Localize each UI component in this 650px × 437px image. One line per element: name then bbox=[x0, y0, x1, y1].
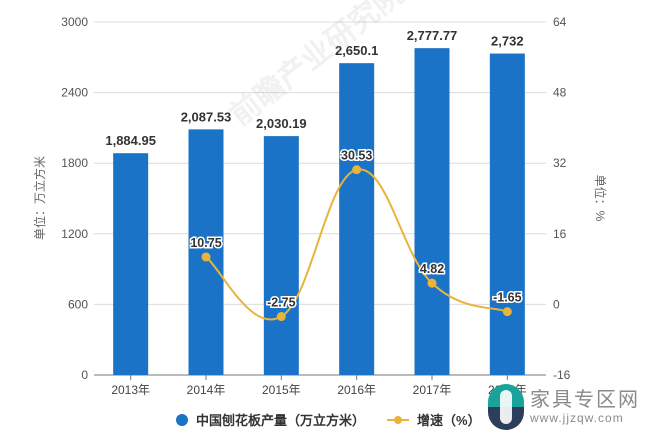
site-watermark: 家具专区网 www.jjzqw.com bbox=[488, 384, 640, 430]
x-tick-label: 2015年 bbox=[262, 383, 301, 397]
line-value-label: 4.82 bbox=[420, 262, 444, 276]
bar-value-label: 2,777.77 bbox=[407, 28, 458, 43]
line-marker-icon bbox=[387, 414, 410, 426]
right-y-axis: 64 48 32 16 0 -16 bbox=[553, 15, 571, 382]
x-tick-label: 2017年 bbox=[413, 383, 452, 397]
left-tick-label: 3000 bbox=[61, 15, 88, 29]
bar[interactable] bbox=[113, 153, 149, 375]
right-tick-label: -16 bbox=[553, 368, 571, 382]
legend-label-growth: 增速（%） bbox=[417, 413, 481, 428]
legend: 中国刨花板产量（万立方米） 增速（%） bbox=[176, 410, 503, 429]
bar-series: 1,884.95 2,087.53 2,030.19 2,650.1 2,777.77 2… bbox=[105, 28, 525, 376]
x-tick-label: 2013年 bbox=[111, 383, 150, 397]
bar-value-label: 2,650.1 bbox=[335, 43, 378, 58]
right-axis-title: 单位：% bbox=[593, 175, 608, 222]
site-name: 家具专区网 bbox=[530, 389, 640, 411]
left-tick-label: 1800 bbox=[61, 156, 88, 170]
gridlines bbox=[94, 21, 546, 376]
x-tick-label: 2014年 bbox=[187, 383, 226, 397]
circle-marker-icon bbox=[176, 413, 188, 426]
left-y-axis: 3000 2400 1800 1200 600 0 bbox=[61, 15, 88, 382]
right-tick-label: 48 bbox=[553, 86, 567, 100]
line-point[interactable] bbox=[201, 252, 211, 262]
left-tick-label: 600 bbox=[68, 297, 88, 311]
left-tick-label: 0 bbox=[81, 368, 88, 382]
line-point[interactable] bbox=[276, 312, 286, 322]
right-tick-label: 32 bbox=[553, 156, 567, 170]
bar[interactable] bbox=[188, 129, 224, 375]
line-value-label: 30.53 bbox=[341, 149, 372, 163]
bar-value-label: 2,087.53 bbox=[181, 109, 232, 124]
right-tick-label: 16 bbox=[553, 227, 567, 241]
left-tick-label: 2400 bbox=[61, 86, 88, 100]
line-value-label: 10.75 bbox=[190, 236, 221, 250]
right-tick-label: 64 bbox=[553, 15, 567, 29]
bar[interactable] bbox=[339, 63, 375, 375]
line-value-label: -2.75 bbox=[267, 296, 296, 310]
legend-item-growth[interactable]: 增速（%） bbox=[387, 410, 481, 429]
site-logo-icon bbox=[488, 384, 524, 430]
line-point[interactable] bbox=[502, 307, 512, 317]
line-value-label: -1.65 bbox=[493, 291, 522, 305]
bar-value-label: 2,030.19 bbox=[256, 116, 307, 131]
bar-value-label: 2,732 bbox=[491, 34, 524, 49]
right-tick-label: 0 bbox=[553, 297, 560, 311]
left-tick-label: 1200 bbox=[61, 227, 88, 241]
x-tick-label: 2016年 bbox=[337, 383, 376, 397]
legend-item-production[interactable]: 中国刨花板产量（万立方米） bbox=[176, 410, 365, 429]
left-axis-title: 单位：万立方米 bbox=[32, 156, 47, 240]
site-url: www.jjzqw.com bbox=[530, 411, 624, 425]
bar[interactable] bbox=[414, 48, 450, 376]
bar[interactable] bbox=[263, 136, 299, 375]
legend-label-production: 中国刨花板产量（万立方米） bbox=[196, 413, 366, 428]
line-series: 10.75 -2.75 30.53 4.82 -1.65 bbox=[189, 147, 523, 322]
bar[interactable] bbox=[489, 53, 525, 375]
line-point[interactable] bbox=[352, 165, 362, 175]
line-point[interactable] bbox=[427, 278, 437, 288]
x-axis: 2013年2014年2015年2016年2017年2018年 bbox=[111, 375, 527, 397]
bar-value-label: 1,884.95 bbox=[105, 133, 156, 148]
